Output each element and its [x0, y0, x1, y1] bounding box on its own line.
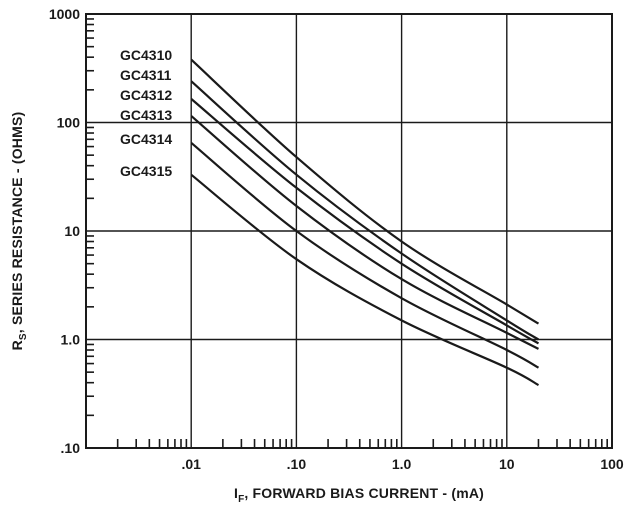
y-tick-label: 10	[64, 223, 80, 239]
x-tick-label: .01	[181, 456, 201, 472]
series-line-gc4315	[190, 173, 540, 387]
series-line-gc4312	[190, 98, 540, 345]
plot-frame	[85, 13, 613, 449]
series-label-gc4310: GC4310	[120, 47, 172, 63]
series-line-gc4313	[190, 115, 539, 350]
y-tick-label: 100	[57, 115, 81, 131]
series-label-gc4314: GC4314	[120, 131, 172, 147]
series-lines	[190, 58, 540, 387]
x-tick-label: 100	[600, 456, 624, 472]
x-tick-label: .10	[287, 456, 307, 472]
x-tick-label: 10	[499, 456, 515, 472]
y-tick-label: 1000	[49, 6, 80, 22]
y-tick-label: .10	[61, 440, 81, 456]
series-label-gc4313: GC4313	[120, 107, 172, 123]
x-tick-label: 1.0	[392, 456, 412, 472]
y-tick-label: 1.0	[61, 332, 81, 348]
series-label-gc4312: GC4312	[120, 87, 172, 103]
series-line-gc4310	[190, 58, 540, 325]
series-line-gc4314	[190, 141, 540, 369]
series-label-gc4311: GC4311	[120, 67, 172, 83]
series-labels: GC4310 GC4311 GC4312 GC4313 GC4314 GC4315	[120, 47, 172, 179]
series-label-gc4315: GC4315	[120, 163, 172, 179]
series-line-gc4311	[190, 80, 540, 341]
y-axis-title: RS, SERIES RESISTANCE - (OHMS)	[9, 112, 29, 351]
tick-labels: .01 .10 1.0 10 100 .10 1.0 10 100 1000	[49, 6, 624, 472]
x-axis-title: IF, FORWARD BIAS CURRENT - (mA)	[234, 485, 484, 505]
minor-ticks	[86, 18, 608, 448]
